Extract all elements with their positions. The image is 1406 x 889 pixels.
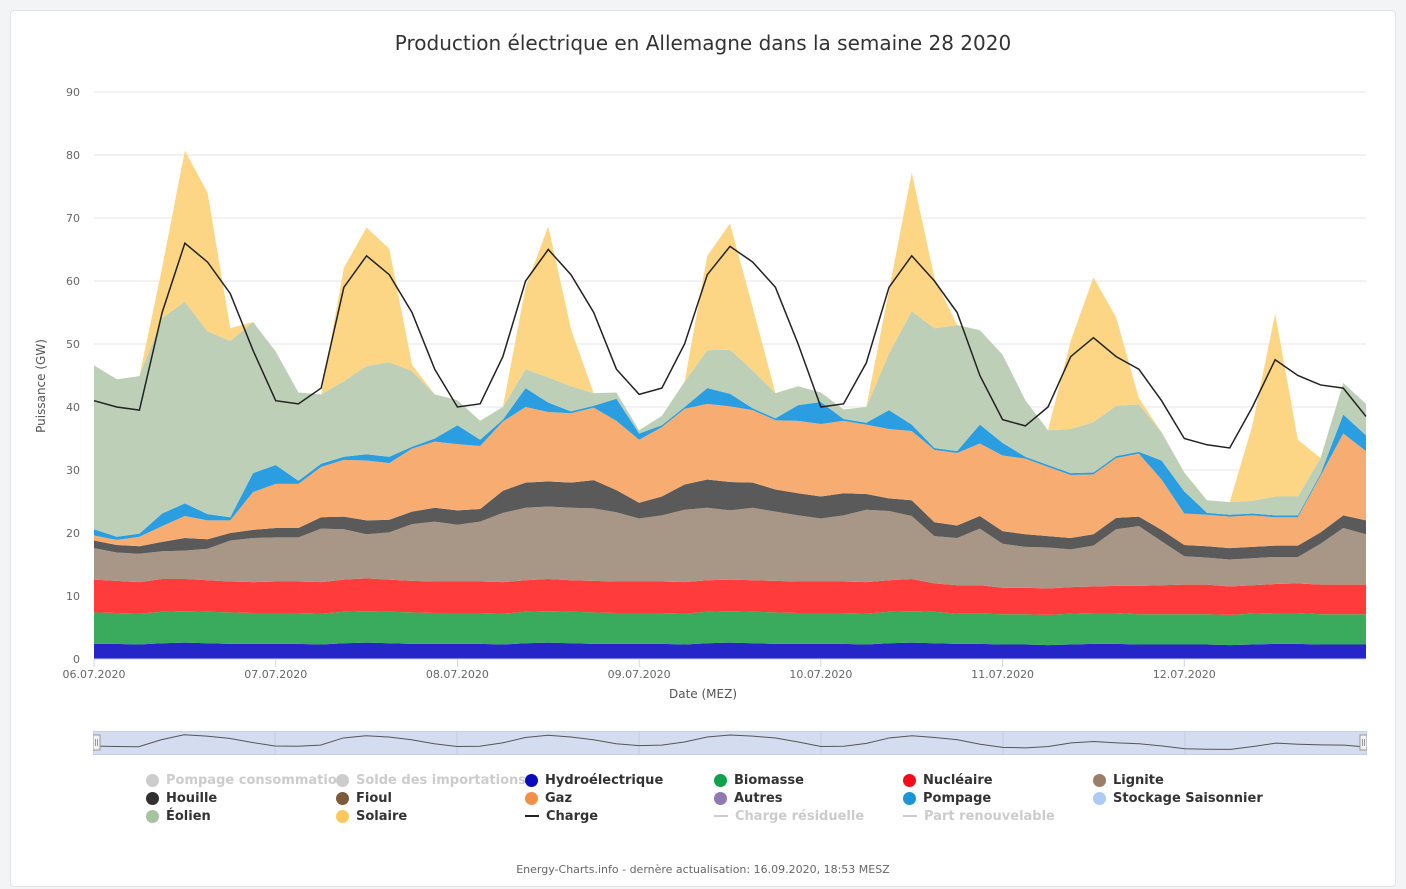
legend-label: Part renouvelable	[924, 808, 1055, 824]
x-axis: 06.07.2020 07.07.2020 08.07.2020 09.07.2020…	[63, 658, 1366, 681]
chart-card: Production électrique en Allemagne dans …	[10, 10, 1396, 887]
area-hydroélectrique	[94, 642, 1366, 659]
legend-item[interactable]: Gaz	[525, 789, 572, 807]
y-tick-label: 60	[66, 275, 80, 288]
y-tick-label: 50	[66, 338, 80, 351]
legend-dot-marker	[146, 791, 159, 805]
navigator-handle-right[interactable]	[1359, 734, 1367, 751]
navigator-series	[93, 734, 1367, 750]
legend-label: Charge	[546, 808, 599, 824]
legend-label: Charge résiduelle	[735, 808, 865, 824]
area-houille	[94, 479, 1366, 560]
legend-line-marker	[525, 815, 539, 817]
legend-item[interactable]: Autres	[714, 789, 783, 807]
x-tick-label: 07.07.2020	[244, 668, 307, 681]
area-lignite	[94, 506, 1366, 589]
navigator-handle-left[interactable]	[93, 734, 101, 751]
legend-dot-marker	[1093, 791, 1106, 805]
legend-dot-marker	[336, 773, 349, 787]
legend-dot-marker	[146, 773, 159, 787]
legend-item[interactable]: Éolien	[146, 807, 211, 825]
plot-area[interactable]: 0 10 20 30 40 50 60 70 80 90 06.07.2020 07.07.2020…	[11, 11, 1395, 726]
x-tick-label: 10.07.2020	[789, 668, 852, 681]
y-tick-labels: 0 10 20 30 40 50 60 70 80 90	[66, 86, 80, 666]
y-tick-label: 70	[66, 212, 80, 225]
legend-dot-marker	[336, 809, 349, 823]
legend-item[interactable]: Part renouvelable	[903, 807, 1055, 825]
legend-label: Autres	[734, 790, 783, 806]
area-nucléaire	[94, 578, 1366, 615]
legend-item[interactable]: Pompage	[903, 789, 991, 807]
legend-item[interactable]: Hydroélectrique	[525, 771, 663, 789]
legend-label: Nucléaire	[923, 772, 993, 788]
y-tick-label: 10	[66, 590, 80, 603]
stacked-areas	[94, 150, 1366, 659]
legend-line-marker	[903, 815, 917, 817]
legend-dot-marker	[903, 791, 916, 805]
load-line-layer	[93, 241, 1367, 449]
y-tick-label: 40	[66, 401, 80, 414]
legend-label: Hydroélectrique	[545, 772, 664, 788]
legend-dot-marker	[336, 791, 349, 805]
legend-item[interactable]: Charge	[525, 807, 598, 825]
x-tick-label: 09.07.2020	[608, 668, 671, 681]
legend-label: Éolien	[166, 808, 211, 824]
navigator-scrollbar[interactable]	[93, 731, 1367, 755]
legend-label: Solaire	[356, 808, 408, 824]
legend-dot-marker	[1093, 773, 1106, 787]
legend-item[interactable]: Nucléaire	[903, 771, 993, 789]
legend-label: Lignite	[1113, 772, 1164, 788]
x-tick-label: 12.07.2020	[1153, 668, 1216, 681]
legend-label: Pompage	[923, 790, 992, 806]
legend-dot-marker	[525, 791, 538, 805]
area-biomasse	[94, 611, 1366, 646]
area-solaire	[94, 150, 1366, 503]
legend-label: Fioul	[356, 790, 392, 806]
x-tick-label: 08.07.2020	[426, 668, 489, 681]
y-tick-label: 80	[66, 149, 80, 162]
legend-item[interactable]: Pompage consommation	[146, 771, 346, 789]
area-éolien	[94, 301, 1366, 537]
legend-item[interactable]: Houille	[146, 789, 217, 807]
legend: Pompage consommation Solde des importatio…	[11, 771, 1395, 831]
y-tick-label: 90	[66, 86, 80, 99]
credits-text: Energy-Charts.info - dernère actualisati…	[516, 863, 890, 876]
legend-item[interactable]: Biomasse	[714, 771, 804, 789]
legend-label: Houille	[166, 790, 218, 806]
legend-dot-marker	[903, 773, 916, 787]
legend-line-marker	[714, 815, 728, 817]
x-tick-label: 11.07.2020	[971, 668, 1034, 681]
legend-label: Gaz	[545, 790, 573, 806]
line-charge	[93, 241, 1367, 449]
legend-label: Pompage consommation	[166, 772, 347, 788]
legend-dot-marker	[525, 773, 538, 787]
legend-item[interactable]: Fioul	[336, 789, 392, 807]
legend-dot-marker	[714, 791, 727, 805]
y-tick-label: 20	[66, 527, 80, 540]
legend-dot-marker	[714, 773, 727, 787]
area-gaz	[94, 403, 1366, 549]
legend-label: Stockage Saisonnier	[1113, 790, 1263, 806]
legend-item[interactable]: Solaire	[336, 807, 407, 825]
legend-dot-marker	[146, 809, 159, 823]
y-tick-label: 30	[66, 464, 80, 477]
legend-item[interactable]: Charge résiduelle	[714, 807, 864, 825]
legend-item[interactable]: Lignite	[1093, 771, 1164, 789]
legend-item[interactable]: Solde des importations	[336, 771, 526, 789]
legend-item[interactable]: Stockage Saisonnier	[1093, 789, 1263, 807]
legend-label: Biomasse	[734, 772, 804, 788]
x-axis-label: Date (MEZ)	[668, 687, 737, 701]
chart-title: Production électrique en Allemagne dans …	[394, 31, 1012, 55]
legend-label: Solde des importations	[356, 772, 527, 788]
x-tick-label: 06.07.2020	[63, 668, 126, 681]
y-tick-label: 0	[73, 653, 80, 666]
